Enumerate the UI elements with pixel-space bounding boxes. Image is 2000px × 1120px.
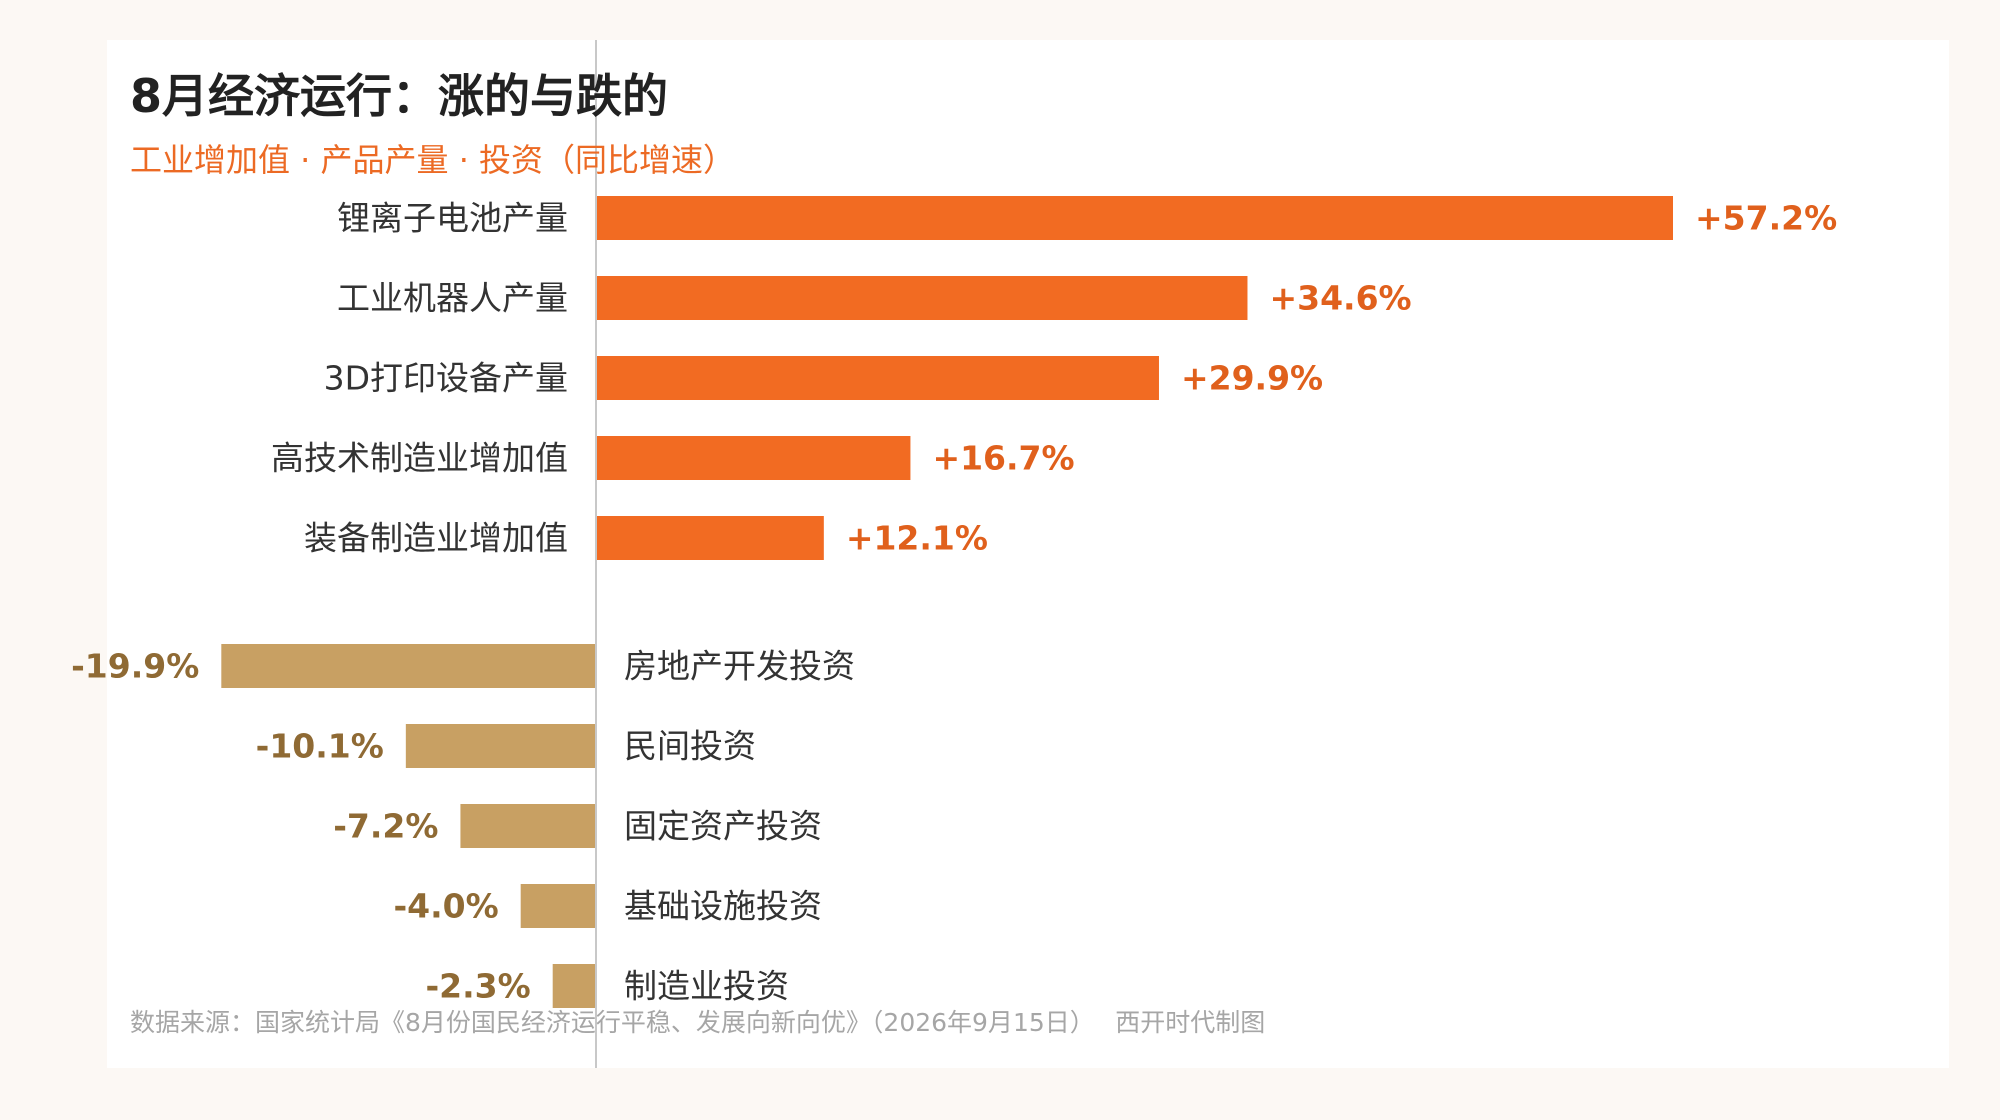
value-label-2: +29.9%: [1181, 359, 1323, 398]
value-label-7: -7.2%: [333, 807, 438, 846]
bar-2: [596, 356, 1159, 400]
bar-9: [552, 964, 596, 1008]
bars-group: [221, 196, 1673, 1008]
category-label-6: 民间投资: [624, 727, 756, 766]
category-label-2: 3D打印设备产量: [324, 359, 568, 398]
value-label-4: +12.1%: [846, 519, 988, 558]
value-labels-group: +57.2% +34.6% +29.9% +16.7% +12.1% -19.9% -10.…: [71, 199, 1837, 1006]
bar-1: [596, 276, 1248, 320]
bar-3: [596, 436, 911, 480]
category-label-8: 基础设施投资: [624, 887, 822, 926]
category-label-1: 工业机器人产量: [337, 279, 568, 318]
value-label-1: +34.6%: [1269, 279, 1411, 318]
value-label-0: +57.2%: [1695, 199, 1837, 238]
source-note: 数据来源：国家统计局《8月份国民经济运行平稳、发展向新向优》（2026年9月15…: [130, 1008, 1266, 1037]
value-label-8: -4.0%: [393, 887, 498, 926]
bar-6: [405, 724, 596, 768]
category-label-3: 高技术制造业增加值: [271, 439, 568, 478]
value-label-6: -10.1%: [256, 727, 384, 766]
value-label-9: -2.3%: [425, 967, 530, 1006]
bar-4: [596, 516, 824, 560]
bar-8: [520, 884, 596, 928]
category-label-9: 制造业投资: [624, 967, 789, 1006]
value-label-5: -19.9%: [71, 647, 199, 686]
category-label-0: 锂离子电池产量: [337, 199, 568, 238]
chart-subtitle: 工业增加值 · 产品产量 · 投资（同比增速）: [130, 141, 736, 179]
value-label-3: +16.7%: [932, 439, 1074, 478]
category-label-7: 固定资产投资: [624, 807, 822, 846]
bar-5: [221, 644, 596, 688]
bar-7: [460, 804, 596, 848]
category-label-4: 装备制造业增加值: [304, 519, 568, 558]
bar-0: [596, 196, 1673, 240]
chart-title: 8月经济运行：涨的与跌的: [130, 69, 669, 123]
category-label-5: 房地产开发投资: [624, 647, 855, 686]
